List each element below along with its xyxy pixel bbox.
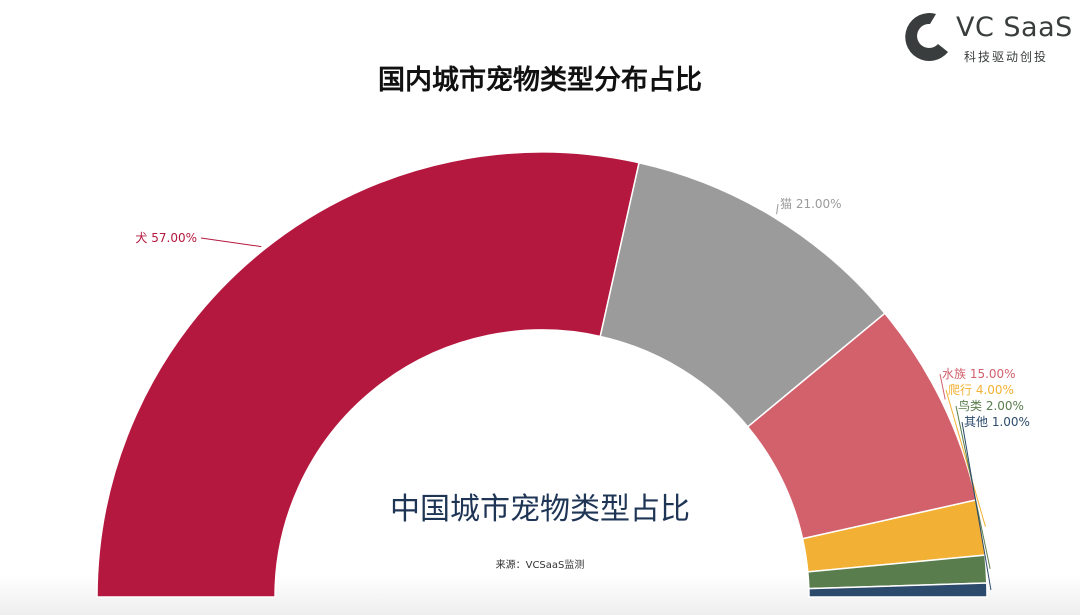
logo-subtitle: 科技驱动创投 (964, 50, 1049, 64)
slice-0 (96, 151, 640, 598)
leader-line-5 (961, 421, 992, 591)
leader-line-1 (776, 203, 779, 215)
source-note: 来源：VCSaaS监测 (495, 560, 585, 571)
slice-label-3: 爬行 4.00% (948, 383, 1014, 397)
chart-title: 国内城市宠物类型分布占比 (378, 65, 702, 96)
leader-line-0 (200, 237, 262, 248)
slice-5 (808, 582, 988, 598)
leader-line-3 (945, 389, 986, 527)
slice-label-2: 水族 15.00% (942, 367, 1016, 381)
leader-line-2 (939, 373, 946, 400)
logo: VC SaaS 科技驱动创投 (898, 8, 1078, 68)
slice-label-5: 其他 1.00% (964, 415, 1030, 429)
center-label: 中国城市宠物类型占比 (390, 492, 690, 527)
logo-icon (905, 13, 948, 62)
slice-label-1: 猫 21.00% (780, 197, 842, 211)
slice-label-0: 犬 57.00% (135, 231, 197, 245)
slice-label-4: 鸟类 2.00% (958, 398, 1024, 413)
logo-text: VC SaaS (956, 12, 1073, 43)
